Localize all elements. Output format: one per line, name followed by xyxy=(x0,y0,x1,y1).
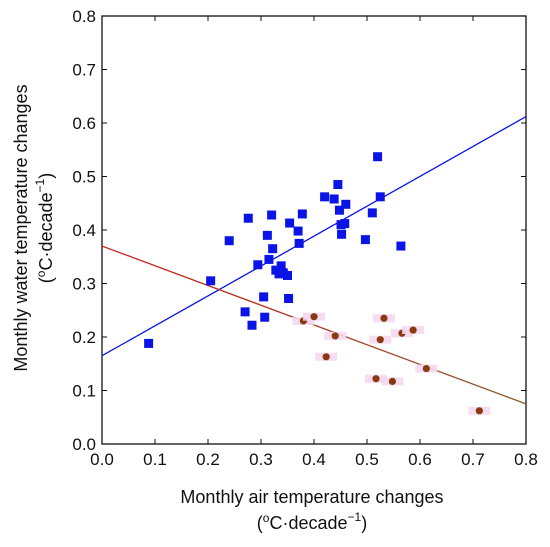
square-point xyxy=(284,293,294,303)
square-point xyxy=(396,241,406,251)
x-tick-label: 0.8 xyxy=(514,450,538,469)
square-point xyxy=(260,312,270,322)
circle-point xyxy=(380,314,388,322)
x-axis-ticks: 0.0 0.1 0.2 0.3 0.4 0.5 0.6 0.7 0.8 xyxy=(90,16,538,469)
square-point xyxy=(367,208,377,218)
square-point xyxy=(341,199,351,209)
x-tick-label: 0.0 xyxy=(90,450,114,469)
y-axis-title-line1: Monthly water temperature changes xyxy=(11,84,31,371)
circle-point xyxy=(388,377,397,386)
x-tick-label: 0.5 xyxy=(355,450,379,469)
circle-point xyxy=(409,326,417,334)
x-tick-label: 0.6 xyxy=(408,450,432,469)
square-point xyxy=(224,236,234,246)
square-point xyxy=(293,226,303,236)
y-tick-label: 0.7 xyxy=(72,61,96,80)
plot-area xyxy=(101,15,527,445)
y-tick-label: 0.3 xyxy=(72,275,96,294)
x-axis-title-line2: (oC·decade−1) xyxy=(257,510,367,533)
x-tick-label: 0.2 xyxy=(196,450,220,469)
square-point xyxy=(375,192,385,202)
x-tick-label: 0.1 xyxy=(143,450,167,469)
circle-point xyxy=(331,332,339,340)
square-point xyxy=(337,229,347,239)
square-point xyxy=(243,213,253,223)
square-point xyxy=(259,292,269,302)
square-point xyxy=(334,205,344,215)
square-point xyxy=(253,260,263,270)
square-point xyxy=(144,338,154,348)
square-point xyxy=(247,320,257,330)
red-fit-line xyxy=(101,245,527,405)
square-point xyxy=(340,219,350,229)
square-point xyxy=(373,152,383,162)
y-tick-label: 0.5 xyxy=(72,168,96,187)
circle-point xyxy=(372,375,380,383)
circle-point xyxy=(376,336,384,344)
y-axis-ticks: 0.0 0.1 0.2 0.3 0.4 0.5 0.6 0.7 0.8 xyxy=(72,7,526,454)
y-tick-label: 0.6 xyxy=(72,114,96,133)
y-tick-label: 0.4 xyxy=(72,221,96,240)
square-point xyxy=(264,254,274,264)
x-tick-label: 0.4 xyxy=(302,450,326,469)
circle-point xyxy=(475,407,483,415)
square-point xyxy=(360,235,370,245)
square-point xyxy=(240,307,250,317)
square-point xyxy=(333,180,343,190)
square-point xyxy=(262,230,272,240)
square-point xyxy=(297,209,307,219)
blue-fit-line xyxy=(101,116,527,357)
y-tick-label: 0.1 xyxy=(72,382,96,401)
square-point xyxy=(329,194,339,204)
circle-point xyxy=(422,364,430,373)
square-point xyxy=(283,270,292,280)
y-tick-label: 0.0 xyxy=(72,435,96,454)
y-tick-label: 0.8 xyxy=(72,7,96,26)
square-point xyxy=(268,244,278,254)
x-axis-title-line1: Monthly air temperature changes xyxy=(180,487,443,507)
y-tick-label: 0.2 xyxy=(72,328,96,347)
x-tick-label: 0.3 xyxy=(249,450,273,469)
square-point xyxy=(206,276,216,286)
circle-point xyxy=(322,353,330,361)
square-point xyxy=(276,261,286,271)
square-point xyxy=(320,192,330,202)
square-point xyxy=(285,218,295,228)
x-tick-label: 0.7 xyxy=(461,450,485,469)
square-point xyxy=(267,210,277,220)
y-axis-title-line2: (oC·decade−1) xyxy=(33,173,56,283)
circle-point xyxy=(310,313,318,321)
square-point xyxy=(294,238,304,248)
